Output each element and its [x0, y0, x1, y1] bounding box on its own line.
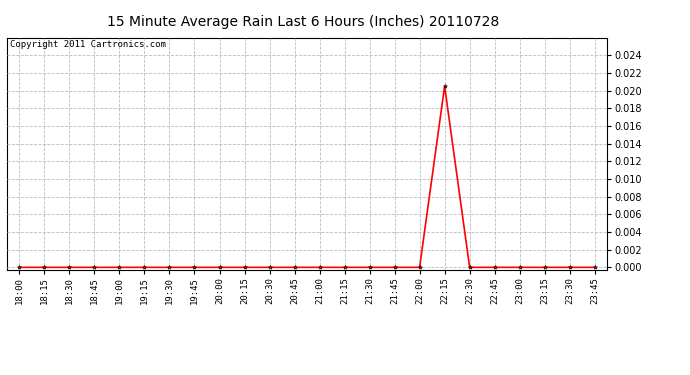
Text: 15 Minute Average Rain Last 6 Hours (Inches) 20110728: 15 Minute Average Rain Last 6 Hours (Inc…: [108, 15, 500, 29]
Text: Copyright 2011 Cartronics.com: Copyright 2011 Cartronics.com: [10, 40, 166, 49]
